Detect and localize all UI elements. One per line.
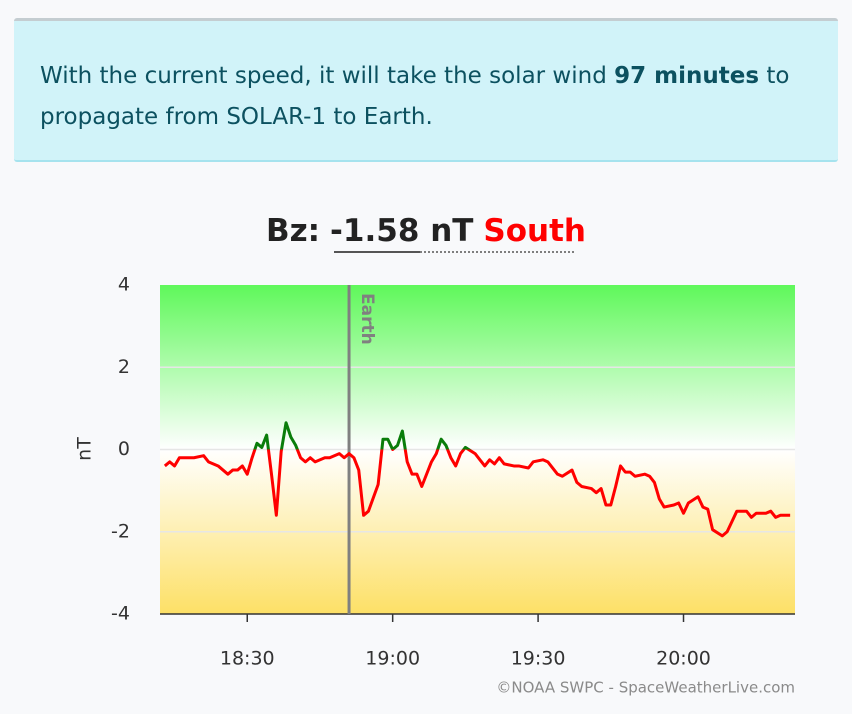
y-axis-label: nT — [74, 437, 96, 461]
earth-marker-label: Earth — [357, 293, 377, 345]
info-box: With the current speed, it will take the… — [14, 18, 838, 162]
y-tick-label: -4 — [111, 603, 130, 625]
credit: ©NOAA SWPC - SpaceWeatherLive.com — [496, 679, 795, 697]
info-text: to propagate from SOLAR-1 to Earth. — [40, 63, 790, 130]
x-tick-label: 19:30 — [511, 648, 566, 670]
bz-line — [163, 421, 791, 538]
info-highlight: 97 minutes — [614, 63, 760, 89]
title-label: Bz: — [266, 213, 320, 249]
x-tick-label: 18:30 — [220, 648, 275, 670]
title-value: -1.58 nT — [330, 213, 473, 249]
title-direction: South — [483, 213, 586, 249]
info-text: With the current speed, it will take the… — [40, 63, 607, 89]
chart-title: Bz: -1.58 nT South — [266, 213, 586, 249]
x-tick-label: 20:00 — [656, 648, 711, 670]
y-tick-label: 4 — [118, 274, 130, 296]
y-tick-label: 2 — [118, 356, 130, 378]
x-tick-label: 19:00 — [365, 648, 420, 670]
y-tick-label: 0 — [118, 438, 130, 460]
y-tick-label: -2 — [111, 520, 130, 542]
